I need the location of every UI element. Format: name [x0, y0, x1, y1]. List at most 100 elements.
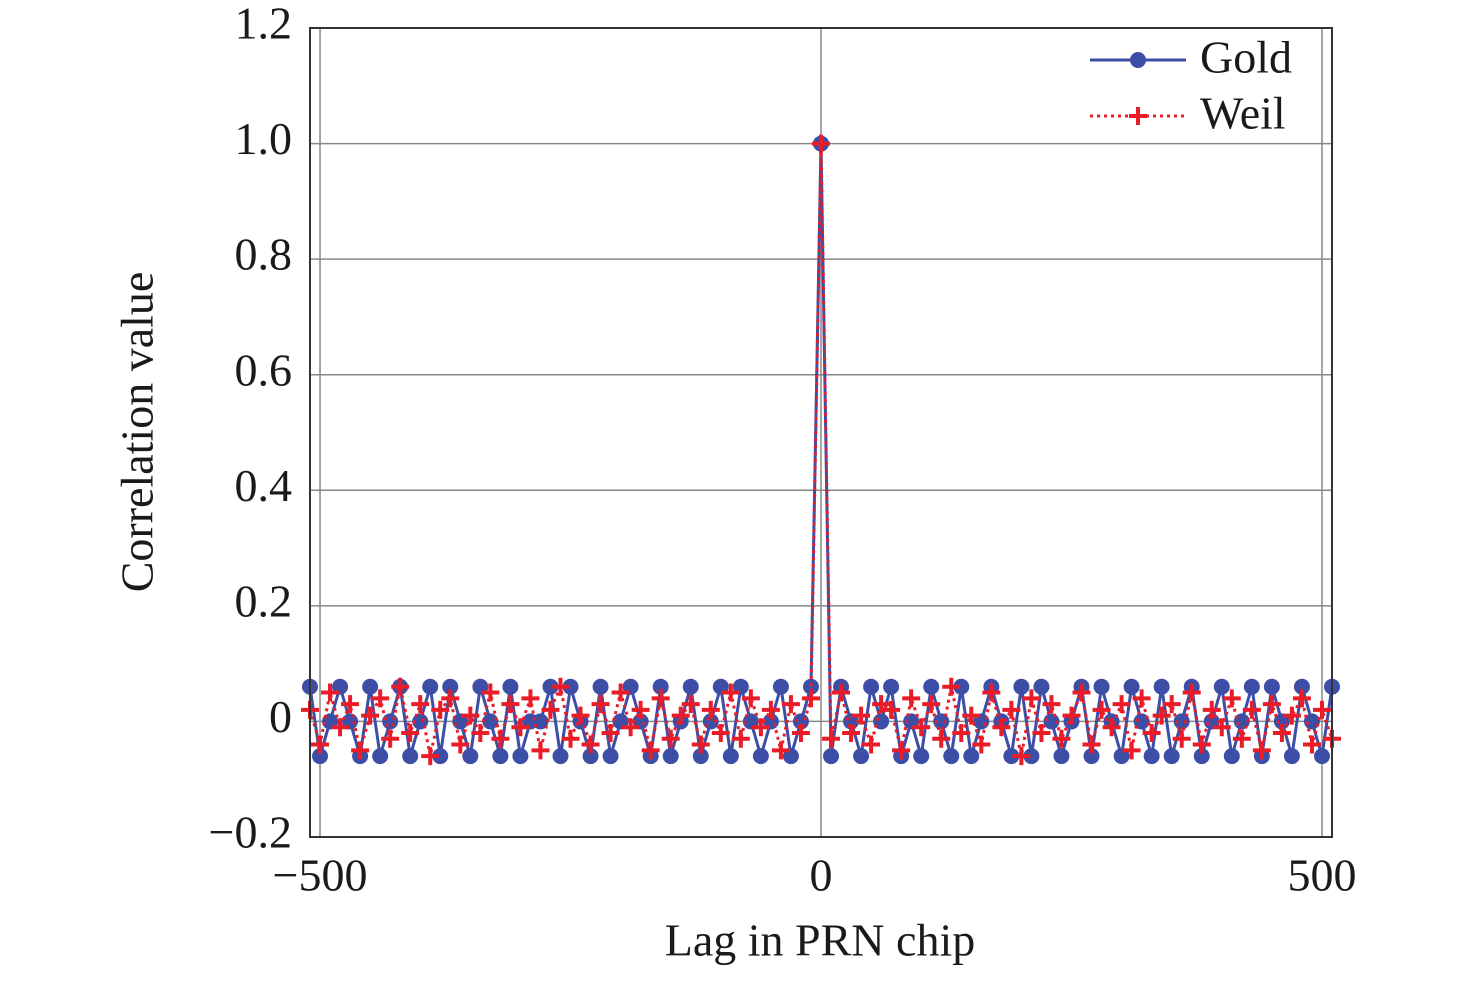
data-point — [422, 678, 439, 695]
data-point — [772, 678, 789, 695]
data-point — [692, 748, 709, 765]
data-point — [1123, 678, 1140, 695]
data-point — [1242, 700, 1261, 719]
data-point — [751, 718, 770, 737]
data-point — [1022, 689, 1041, 708]
data-point — [1282, 706, 1301, 725]
y-tick-label: 0 — [269, 691, 292, 742]
data-point — [641, 741, 660, 760]
data-point — [1272, 723, 1291, 742]
data-point — [542, 678, 559, 695]
data-point — [1102, 718, 1121, 737]
y-tick-label: 1.0 — [235, 113, 293, 164]
data-point — [1263, 678, 1280, 695]
data-point — [711, 723, 730, 742]
data-point — [1043, 713, 1060, 730]
y-tick-label: 0.4 — [235, 460, 293, 511]
data-point — [1052, 729, 1071, 748]
data-point — [952, 723, 971, 742]
plot-area — [301, 134, 1341, 766]
data-point — [812, 134, 830, 153]
data-point — [492, 748, 509, 765]
data-point — [1132, 689, 1151, 708]
data-point — [661, 729, 680, 748]
data-point — [722, 748, 739, 765]
data-point — [1313, 748, 1330, 765]
data-point — [551, 677, 570, 696]
data-point — [1042, 695, 1061, 714]
data-point — [462, 748, 479, 765]
data-point — [311, 735, 330, 754]
data-point — [943, 748, 960, 765]
data-point — [1202, 700, 1221, 719]
data-point — [1252, 741, 1271, 760]
x-axis-label: Lag in PRN chip — [665, 915, 975, 966]
data-point — [1142, 723, 1161, 742]
data-point — [561, 729, 580, 748]
data-point — [482, 713, 499, 730]
data-point — [691, 735, 710, 754]
data-point — [1243, 678, 1260, 695]
data-point — [1293, 678, 1310, 695]
y-tick-label: 0.8 — [235, 229, 293, 280]
data-point — [1172, 729, 1191, 748]
data-point — [933, 713, 950, 730]
data-point — [662, 748, 679, 765]
data-point — [1223, 748, 1240, 765]
data-point — [1122, 741, 1141, 760]
data-point — [541, 700, 560, 719]
legend-label: Gold — [1200, 32, 1292, 83]
data-point — [471, 723, 490, 742]
data-point — [853, 748, 870, 765]
data-point — [923, 678, 940, 695]
data-point — [651, 689, 670, 708]
data-point — [481, 683, 500, 702]
y-tick-label: 0.6 — [235, 344, 293, 395]
data-point — [1152, 706, 1171, 725]
data-point — [982, 683, 1001, 702]
data-point — [1232, 729, 1251, 748]
data-point — [521, 689, 540, 708]
data-point — [1192, 735, 1211, 754]
data-point — [872, 695, 891, 714]
data-point — [442, 678, 459, 695]
data-point — [601, 723, 620, 742]
series — [301, 134, 1341, 766]
grid — [310, 27, 1332, 838]
y-axis-label: Correlation value — [112, 272, 163, 593]
data-point — [963, 748, 980, 765]
data-point — [652, 678, 669, 695]
data-point — [1003, 748, 1020, 765]
data-point — [1002, 700, 1021, 719]
data-point — [852, 706, 871, 725]
data-point — [1062, 706, 1081, 725]
data-point — [581, 735, 600, 754]
data-point — [1072, 683, 1091, 702]
data-point — [972, 735, 991, 754]
data-point — [962, 706, 981, 725]
data-point — [883, 678, 900, 695]
data-point — [1112, 695, 1131, 714]
data-point — [552, 748, 569, 765]
data-point — [1053, 748, 1070, 765]
data-point — [412, 713, 429, 730]
data-point — [801, 689, 820, 708]
data-point — [862, 735, 881, 754]
data-point — [1153, 678, 1170, 695]
data-point — [562, 678, 579, 695]
data-point — [402, 748, 419, 765]
data-point — [823, 748, 840, 765]
series — [302, 135, 1340, 765]
data-point — [1092, 700, 1111, 719]
data-point — [1213, 678, 1230, 695]
data-point — [701, 700, 720, 719]
legend-marker — [1129, 107, 1147, 125]
data-point — [321, 683, 340, 702]
data-point — [842, 723, 861, 742]
data-point — [382, 713, 399, 730]
data-point — [781, 695, 800, 714]
data-point — [631, 700, 650, 719]
x-tick-label: 500 — [1287, 850, 1356, 901]
data-point — [681, 695, 700, 714]
